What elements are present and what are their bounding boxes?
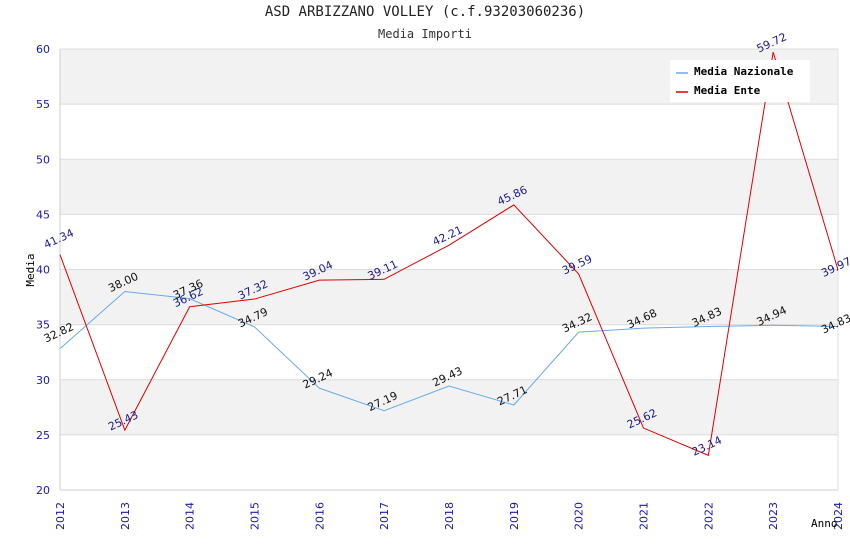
y-tick-label: 55 bbox=[36, 98, 50, 111]
x-tick-label: 2020 bbox=[573, 502, 586, 530]
x-tick-label: 2017 bbox=[378, 502, 391, 530]
y-axis-label: Media bbox=[24, 253, 37, 286]
y-tick-labels: 20 25 30 35 40 45 50 55 60 bbox=[36, 43, 50, 497]
y-tick-label: 45 bbox=[36, 208, 50, 221]
y-tick-label: 25 bbox=[36, 429, 50, 442]
chart-title: ASD ARBIZZANO VOLLEY (c.f.93203060236) bbox=[264, 4, 586, 20]
x-tick-label: 2013 bbox=[119, 502, 132, 530]
x-axis-label: Anno bbox=[811, 517, 838, 530]
series-line-media-nazionale bbox=[59, 291, 839, 412]
plot-band bbox=[60, 104, 838, 160]
series-lines bbox=[59, 51, 839, 457]
legend-box bbox=[670, 60, 810, 102]
x-tick-label: 2024 bbox=[832, 502, 845, 530]
x-tick-label: 2022 bbox=[702, 502, 715, 530]
plot-band bbox=[60, 434, 838, 490]
y-tick-label: 50 bbox=[36, 153, 50, 166]
plot-band bbox=[60, 159, 838, 215]
plot-band bbox=[60, 214, 838, 270]
x-tick-label: 2016 bbox=[313, 502, 326, 530]
y-tick-label: 60 bbox=[36, 43, 50, 56]
x-tick-label: 2015 bbox=[249, 502, 262, 530]
series-line-media-ente bbox=[59, 51, 839, 457]
legend-label-media-nazionale: Media Nazionale bbox=[694, 65, 794, 78]
chart-subtitle: Media Importi bbox=[378, 27, 472, 41]
y-tick-label: 35 bbox=[36, 319, 50, 332]
x-tick-label: 2014 bbox=[184, 502, 197, 530]
y-tick-label: 30 bbox=[36, 374, 50, 387]
y-tick-label: 20 bbox=[36, 484, 50, 497]
plot-band bbox=[60, 269, 838, 325]
x-tick-label: 2023 bbox=[767, 502, 780, 530]
x-tick-label: 2021 bbox=[638, 502, 651, 530]
plot-bands bbox=[60, 49, 838, 490]
legend-label-media-ente: Media Ente bbox=[694, 84, 761, 97]
x-tick-label: 2012 bbox=[54, 502, 67, 530]
y-tick-label: 40 bbox=[36, 264, 50, 277]
plot-band bbox=[60, 324, 838, 380]
x-tick-label: 2018 bbox=[443, 502, 456, 530]
plot-band bbox=[60, 379, 838, 435]
x-tick-labels: 2012 2013 2014 2015 2016 2017 2018 2019 2020 2021… bbox=[54, 502, 845, 530]
x-tick-label: 2019 bbox=[508, 502, 521, 530]
legend: Media Nazionale Media Ente bbox=[670, 60, 810, 102]
grid-lines bbox=[60, 48, 838, 491]
